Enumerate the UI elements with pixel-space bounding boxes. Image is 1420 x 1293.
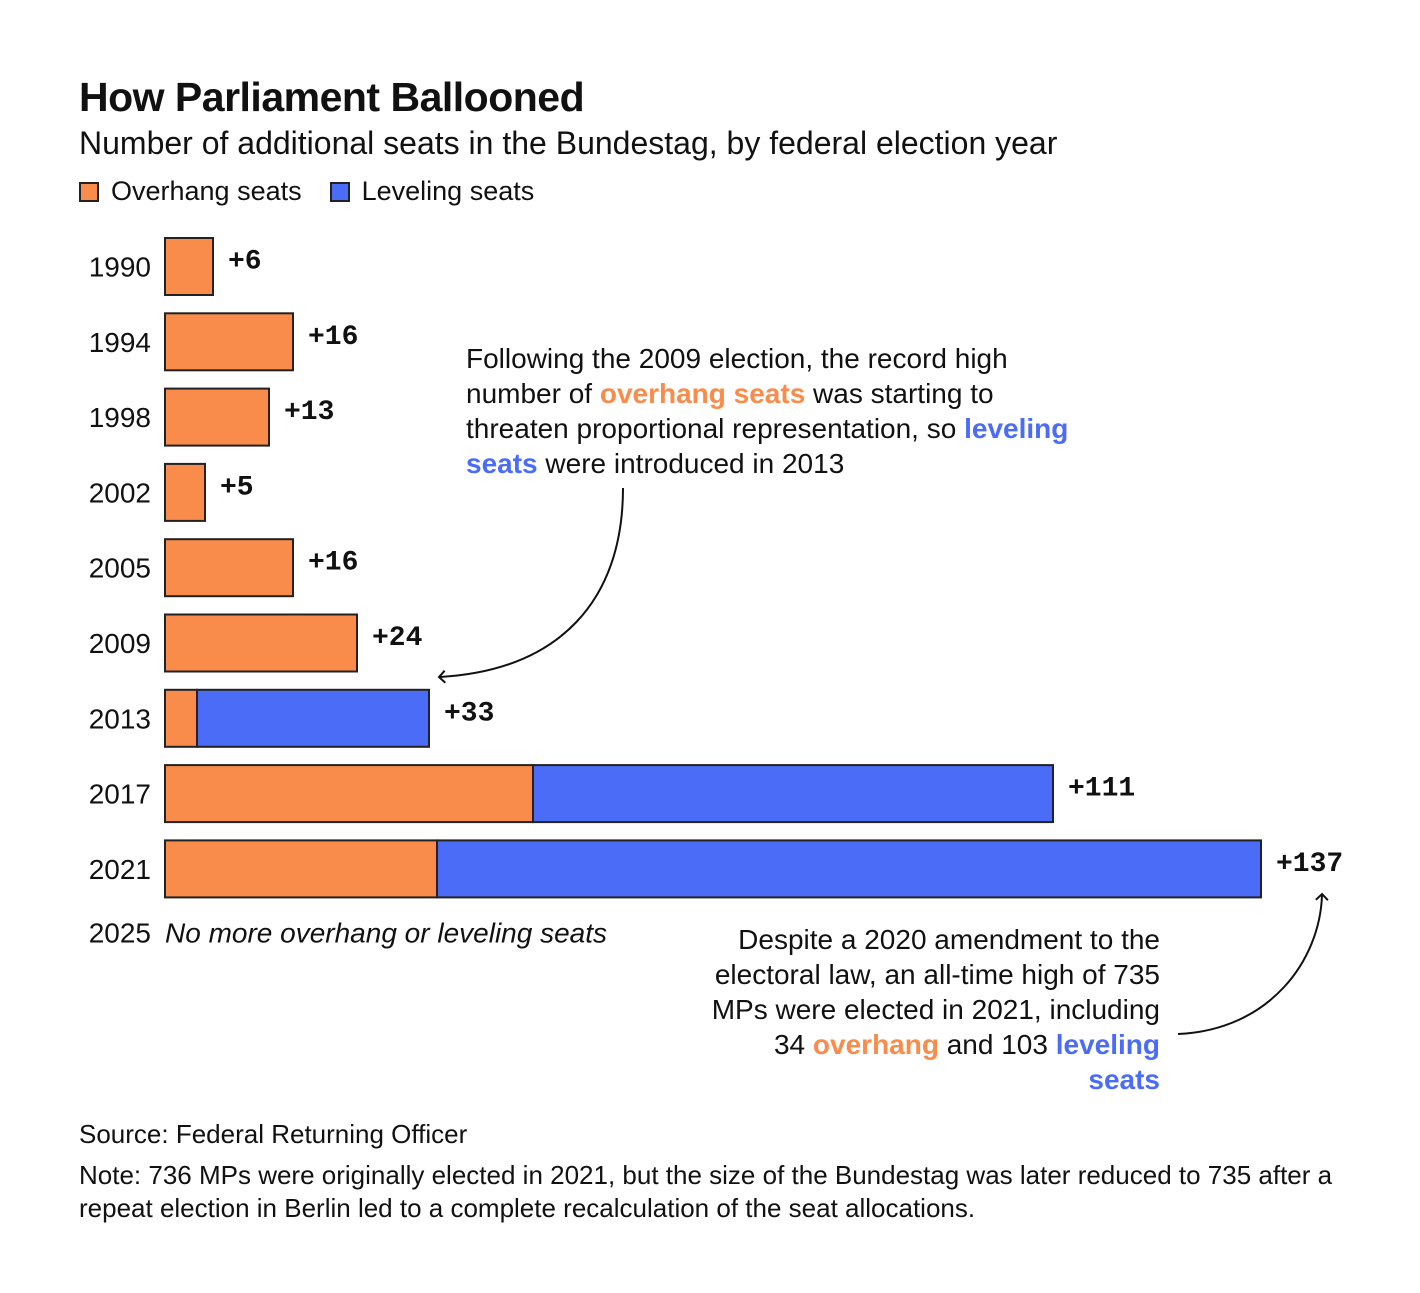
year-label-1998: 1998 (89, 402, 151, 433)
year-label-2013: 2013 (89, 703, 151, 734)
year-label-1990: 1990 (89, 252, 151, 283)
legend: Overhang seats Leveling seats (79, 176, 562, 207)
year-label-2002: 2002 (89, 477, 151, 508)
total-label-2002: +5 (220, 472, 254, 503)
annotation-2021-leveling-highlight: leveling seats (1055, 1029, 1160, 1095)
annotation-2013-text-1: Following the 2009 election, the record … (466, 343, 1008, 409)
year-label-2009: 2009 (89, 628, 151, 659)
no-data-label: No more overhang or leveling seats (165, 918, 607, 949)
year-label-2017: 2017 (89, 779, 151, 810)
annotation-2013: Following the 2009 election, the record … (466, 341, 1086, 481)
bar-2013-overhang (164, 688, 198, 748)
year-label-2021: 2021 (89, 854, 151, 885)
bar-2017-overhang (164, 764, 534, 824)
bar-1994-overhang (164, 312, 294, 372)
annotation-arrow-2021 (1177, 892, 1329, 1035)
total-label-2021: +137 (1276, 849, 1343, 880)
total-label-2017: +111 (1068, 774, 1135, 805)
annotation-2021-overhang-highlight: overhang (812, 1029, 939, 1060)
bar-2005-overhang (164, 538, 294, 598)
bar-2009-overhang (164, 613, 358, 673)
bar-2002-overhang (164, 462, 206, 522)
bar-1998-overhang (164, 387, 270, 447)
total-label-2009: +24 (372, 623, 422, 654)
annotation-2021: Despite a 2020 amendment to the electora… (700, 922, 1160, 1097)
year-label-2005: 2005 (89, 553, 151, 584)
total-label-2005: +16 (308, 548, 358, 579)
bars-group: 1990 +6 1994 +16 1998 +13 2002 +5 2005 +16 2009 +24… (89, 237, 1343, 949)
source-note: Source: Federal Returning Officer (79, 1119, 468, 1149)
chart-title: How Parliament Ballooned (79, 74, 585, 120)
annotation-2013-leveling-highlight: leveling seats (466, 413, 1069, 479)
total-label-1994: +16 (308, 322, 358, 353)
annotation-2021-text-2: and 103 (938, 1029, 1056, 1060)
year-label-2025: 2025 (89, 918, 151, 949)
legend-swatch-leveling (329, 181, 350, 202)
annotation-2013-text-3: were introduced in 2013 (537, 448, 845, 479)
total-label-2013: +33 (444, 698, 494, 729)
bar-2021-leveling (436, 839, 1262, 899)
year-label-1994: 1994 (89, 327, 151, 358)
legend-item-overhang: Overhang seats (79, 176, 302, 207)
annotation-2013-overhang-highlight: overhang seats (599, 378, 806, 409)
total-label-1998: +13 (284, 397, 334, 428)
annotation-2021-text-1: Despite a 2020 amendment to the electora… (711, 924, 1160, 1060)
bar-2017-leveling (532, 764, 1054, 824)
chart-subtitle: Number of additional seats in the Bundes… (79, 125, 1058, 161)
legend-swatch-overhang (79, 181, 99, 202)
annotation-arrow-2013 (437, 487, 624, 684)
annotation-2013-text-2: was starting to threaten proportional re… (466, 378, 994, 444)
legend-label-leveling: Leveling seats (361, 176, 535, 206)
footnote: Note: 736 MPs were originally elected in… (79, 1160, 1333, 1223)
total-label-1990: +6 (228, 247, 262, 278)
bar-2021-overhang (164, 839, 438, 899)
legend-item-leveling: Leveling seats (329, 176, 535, 207)
bar-1990-overhang (164, 237, 214, 296)
legend-label-overhang: Overhang seats (111, 176, 302, 206)
bar-2013-leveling (196, 688, 430, 748)
